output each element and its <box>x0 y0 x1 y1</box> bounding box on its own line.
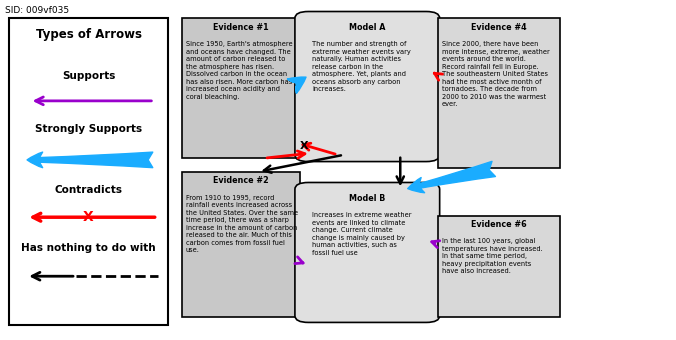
Text: X: X <box>299 141 308 151</box>
Bar <box>437 216 560 317</box>
Text: Contradicts: Contradicts <box>55 185 122 195</box>
Text: Supports: Supports <box>62 70 116 81</box>
Bar <box>437 18 560 168</box>
Text: Has nothing to do with: Has nothing to do with <box>21 242 156 253</box>
Text: Since 1950, Earth's atmosphere
and oceans have changed. The
amount of carbon rel: Since 1950, Earth's atmosphere and ocean… <box>186 41 293 100</box>
Bar <box>182 18 299 158</box>
Bar <box>9 18 168 325</box>
Text: Strongly Supports: Strongly Supports <box>35 124 142 135</box>
Text: Model A: Model A <box>349 23 385 32</box>
Text: Increases in extreme weather
events are linked to climate
change. Current climat: Increases in extreme weather events are … <box>312 212 412 256</box>
Text: Model B: Model B <box>349 193 385 203</box>
Text: Types of Arrows: Types of Arrows <box>36 28 141 41</box>
Text: In the last 100 years, global
temperatures have increased.
In that same time per: In the last 100 years, global temperatur… <box>441 238 542 274</box>
Text: Since 2000, there have been
more intense, extreme, weather
events around the wor: Since 2000, there have been more intense… <box>441 41 550 107</box>
Text: Evidence #4: Evidence #4 <box>471 23 527 32</box>
Text: SID: 009vf035: SID: 009vf035 <box>5 6 69 15</box>
Text: From 1910 to 1995, record
rainfall events increased across
the United States. Ov: From 1910 to 1995, record rainfall event… <box>186 194 298 253</box>
FancyBboxPatch shape <box>295 12 439 161</box>
FancyBboxPatch shape <box>295 183 439 322</box>
Text: Evidence #6: Evidence #6 <box>471 220 527 229</box>
Text: Evidence #2: Evidence #2 <box>213 176 268 185</box>
Text: Evidence #1: Evidence #1 <box>213 23 268 32</box>
Text: X: X <box>83 210 94 224</box>
Bar <box>182 172 299 317</box>
Text: The number and strength of
extreme weather events vary
naturally. Human activiti: The number and strength of extreme weath… <box>312 41 411 92</box>
